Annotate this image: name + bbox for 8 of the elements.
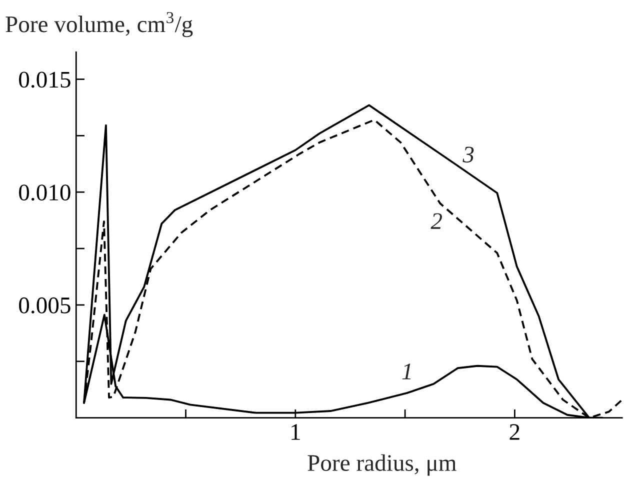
y-tick-label: 0.005 <box>19 297 70 314</box>
y-tick-label: 0.015 <box>19 72 70 88</box>
y-axis-title: Pore volume, cm$^{3}$/g <box>6 12 193 38</box>
y-tick-label: 0.010 <box>19 184 70 201</box>
series-label: 1 <box>402 364 411 380</box>
x-axis-title: Pore radius, μm <box>308 454 456 476</box>
series-label: 3 <box>462 146 474 163</box>
series-label: 2 <box>430 213 442 229</box>
